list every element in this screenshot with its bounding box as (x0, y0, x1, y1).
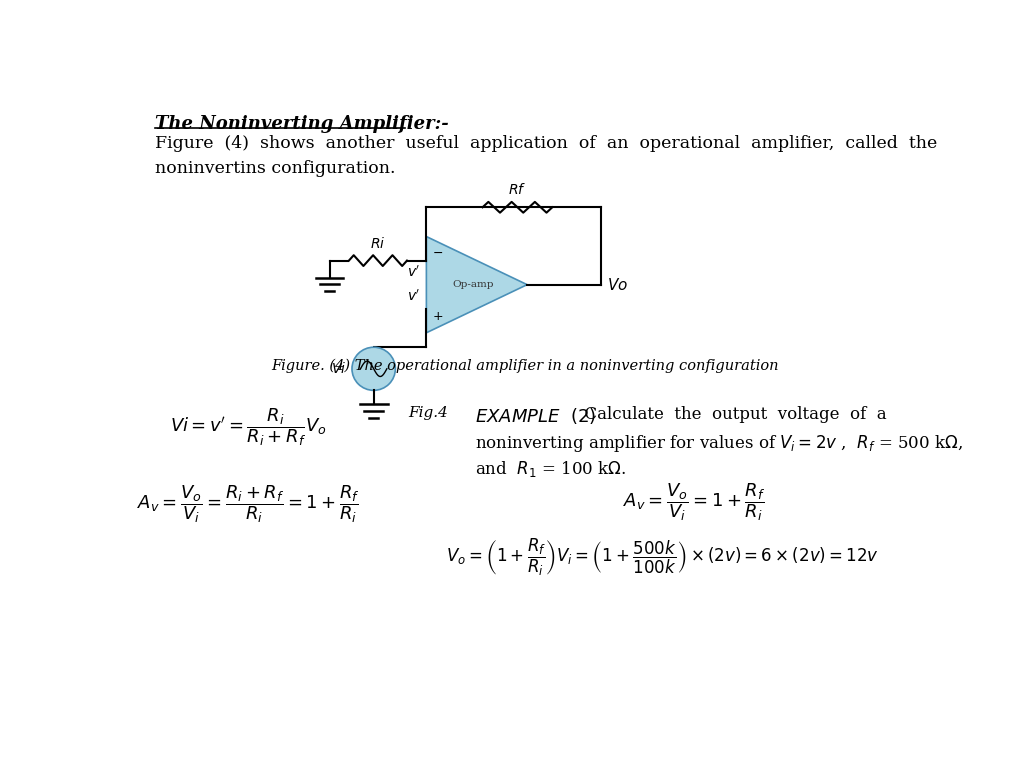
Text: $+$: $+$ (432, 310, 443, 323)
Text: $Ri$: $Ri$ (371, 236, 386, 250)
Text: $v'$: $v'$ (407, 265, 420, 280)
Circle shape (352, 347, 395, 390)
Text: noninverting amplifier for values of $V_i = 2v$ ,  $R_f$ = 500 k$\Omega$,: noninverting amplifier for values of $V_… (475, 433, 963, 454)
Text: $Rf$: $Rf$ (508, 182, 526, 197)
Text: Op-amp: Op-amp (453, 280, 494, 290)
Text: $Vi = v' = \dfrac{R_i}{R_i + R_f}V_o$: $Vi = v' = \dfrac{R_i}{R_i + R_f}V_o$ (170, 406, 327, 448)
Polygon shape (426, 237, 527, 333)
Text: $\bf\mathit{EXAMPLE}$  $\bf\mathit{(2)}$: $\bf\mathit{EXAMPLE}$ $\bf\mathit{(2)}$ (475, 406, 596, 426)
Text: $V_o = \left(1 + \dfrac{R_f}{R_i}\right)V_i = \left(1 + \dfrac{500k}{100k}\right: $V_o = \left(1 + \dfrac{R_f}{R_i}\right)… (446, 538, 880, 578)
Text: The Noninverting Amplifier:-: The Noninverting Amplifier:- (155, 115, 449, 134)
Text: $Vi$: $Vi$ (332, 361, 346, 376)
Text: Calculate  the  output  voltage  of  a: Calculate the output voltage of a (573, 406, 886, 423)
Text: Figure. (4) The operational amplifier in a noninverting configuration: Figure. (4) The operational amplifier in… (271, 359, 778, 373)
Text: and  $R_1$ = 100 k$\Omega$.: and $R_1$ = 100 k$\Omega$. (475, 458, 627, 478)
Text: $-$: $-$ (432, 246, 443, 259)
Text: Fig.4: Fig.4 (409, 406, 449, 420)
Text: $v'$: $v'$ (407, 289, 420, 304)
Text: $A_v = \dfrac{V_o}{V_i} = \dfrac{R_i + R_f}{R_i} = 1 + \dfrac{R_f}{R_i}$: $A_v = \dfrac{V_o}{V_i} = \dfrac{R_i + R… (137, 483, 359, 525)
Text: Figure  (4)  shows  another  useful  application  of  an  operational  amplifier: Figure (4) shows another useful applicat… (155, 135, 937, 152)
Text: noninvertins configuration.: noninvertins configuration. (155, 160, 395, 177)
Text: $A_v = \dfrac{V_o}{V_i} = 1 + \dfrac{R_f}{R_i}$: $A_v = \dfrac{V_o}{V_i} = 1 + \dfrac{R_f… (623, 482, 765, 524)
Text: $Vo$: $Vo$ (607, 276, 628, 293)
